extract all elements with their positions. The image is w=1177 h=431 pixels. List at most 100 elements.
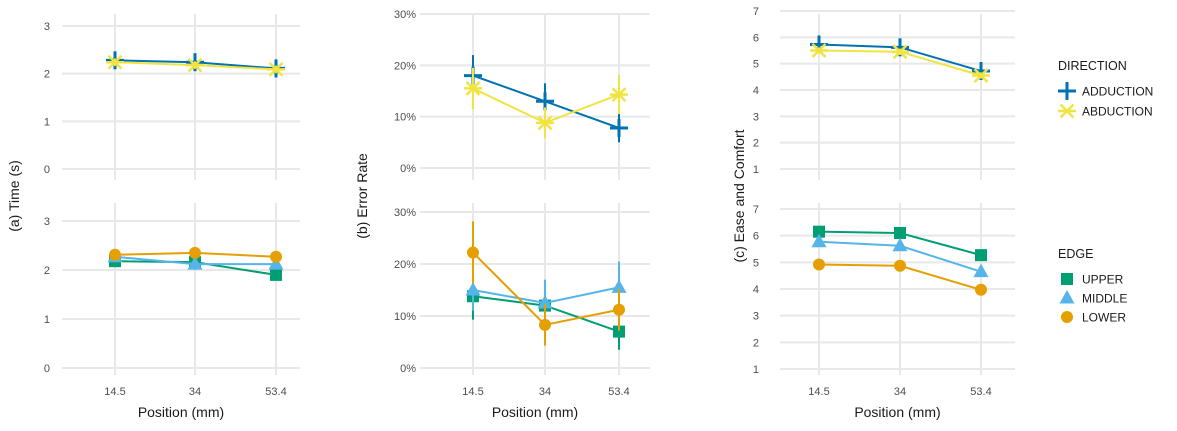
data-point <box>973 263 989 278</box>
y-tick-label: 0% <box>400 363 416 375</box>
data-point <box>267 61 285 77</box>
data-point <box>811 233 827 248</box>
panel-direction: 1 2 3 4 5 6 7 <box>753 6 1015 180</box>
y-tick-label: 1 <box>753 364 759 376</box>
data-point <box>613 325 625 338</box>
y-tick-label: 30% <box>394 9 416 21</box>
x-tick-label: 34 <box>894 386 906 398</box>
x-tick-label: 53.4 <box>265 386 286 398</box>
legend-entry: MIDDLE <box>1059 290 1127 306</box>
y-tick-label: 10% <box>394 311 416 323</box>
chart-1: 0 1 2 3 0 1 2 3 14.5 34 53.4 Position (mm) (a) Time … <box>6 14 300 420</box>
panel-direction: 0 1 2 3 <box>44 14 300 180</box>
data-point <box>464 81 482 96</box>
data-point <box>465 282 481 296</box>
y-tick-label: 3 <box>753 311 759 323</box>
data-point <box>894 227 906 239</box>
y-tick-label: 0 <box>44 164 50 176</box>
data-point <box>892 237 908 252</box>
data-point <box>189 246 201 259</box>
legend-entry: LOWER <box>1061 311 1126 325</box>
data-point <box>810 43 828 58</box>
y-axis-title: (a) Time (s) <box>6 160 22 232</box>
x-tick-label: 14.5 <box>462 386 483 398</box>
data-point <box>972 68 990 83</box>
y-tick-label: 7 <box>753 204 759 216</box>
data-point <box>610 118 628 137</box>
data-point <box>891 44 909 60</box>
data-point <box>975 283 987 296</box>
data-point <box>610 87 628 102</box>
data-point <box>270 268 282 281</box>
data-point <box>613 303 625 316</box>
data-point <box>109 248 121 261</box>
y-tick-label: 20% <box>394 60 416 72</box>
y-tick-label: 6 <box>753 32 759 44</box>
y-axis-title: (c) Ease and Comfort <box>731 129 747 262</box>
y-tick-label: 6 <box>753 231 759 243</box>
y-tick-label: 7 <box>753 6 759 18</box>
series-lower <box>813 258 987 296</box>
data-point <box>268 256 284 270</box>
legend-key-star <box>1058 103 1076 119</box>
legend-title: EDGE <box>1058 247 1093 261</box>
x-tick-label: 14.5 <box>104 386 125 398</box>
y-axis-title: (b) Error Rate <box>354 153 370 239</box>
data-point <box>536 115 554 131</box>
legend-label: UPPER <box>1082 273 1124 287</box>
legend-edge: EDGE UPPER MIDDLE LOWER <box>1058 247 1127 325</box>
data-point <box>537 295 553 309</box>
legend-key-circle <box>1061 311 1073 323</box>
series-abduction <box>106 54 285 77</box>
panel-edge: 0 1 2 3 <box>44 203 300 375</box>
legend-label: ABDUCTION <box>1082 105 1153 119</box>
y-tick-label: 5 <box>753 59 759 71</box>
y-tick-label: 1 <box>753 164 759 176</box>
legend-label: MIDDLE <box>1082 292 1127 306</box>
series-middle <box>465 261 627 327</box>
y-tick-label: 1 <box>44 314 50 326</box>
series-abduction <box>464 67 628 139</box>
legend-label: LOWER <box>1082 311 1126 325</box>
x-tick-label: 34 <box>539 386 551 398</box>
series-abduction <box>810 43 990 83</box>
panel-direction: 0% 10% 20% 30% <box>394 9 650 180</box>
y-tick-label: 0% <box>400 163 416 175</box>
data-point <box>106 54 124 70</box>
series-middle <box>811 233 989 278</box>
legend-key-triangle <box>1059 290 1075 304</box>
data-point <box>813 225 825 238</box>
y-tick-label: 3 <box>44 216 50 228</box>
y-tick-label: 30% <box>394 207 416 219</box>
data-point <box>813 258 825 271</box>
x-tick-label: 53.4 <box>608 386 629 398</box>
y-tick-label: 1 <box>44 116 50 128</box>
data-point <box>186 57 204 73</box>
data-point <box>539 318 551 331</box>
y-tick-label: 2 <box>44 69 50 81</box>
legend-entry: UPPER <box>1061 273 1124 287</box>
y-tick-label: 20% <box>394 259 416 271</box>
data-point <box>975 249 987 262</box>
data-point <box>270 250 282 263</box>
x-tick-label: 34 <box>189 386 201 398</box>
chart-2: 0% 10% 20% 30% 0% 10% 20% 30% 14.5 34 53.4 Position… <box>354 9 650 420</box>
y-tick-label: 2 <box>44 265 50 277</box>
x-axis-title: Position (mm) <box>854 404 940 420</box>
x-axis-title: Position (mm) <box>138 404 224 420</box>
x-axis-title: Position (mm) <box>492 404 578 420</box>
legend-direction: DIRECTION ADDUCTION ABDUCTION <box>1058 59 1153 119</box>
series-lower <box>467 221 625 346</box>
y-tick-label: 2 <box>753 337 759 349</box>
data-point <box>536 92 554 111</box>
data-point <box>611 279 627 293</box>
data-point <box>894 259 906 272</box>
data-point <box>467 246 479 259</box>
legend-key-square <box>1061 273 1073 285</box>
y-tick-label: 3 <box>44 21 50 33</box>
legend-title: DIRECTION <box>1058 59 1127 73</box>
x-tick-label: 14.5 <box>808 386 829 398</box>
panel-edge: 1 2 3 4 5 6 7 <box>753 203 1015 376</box>
